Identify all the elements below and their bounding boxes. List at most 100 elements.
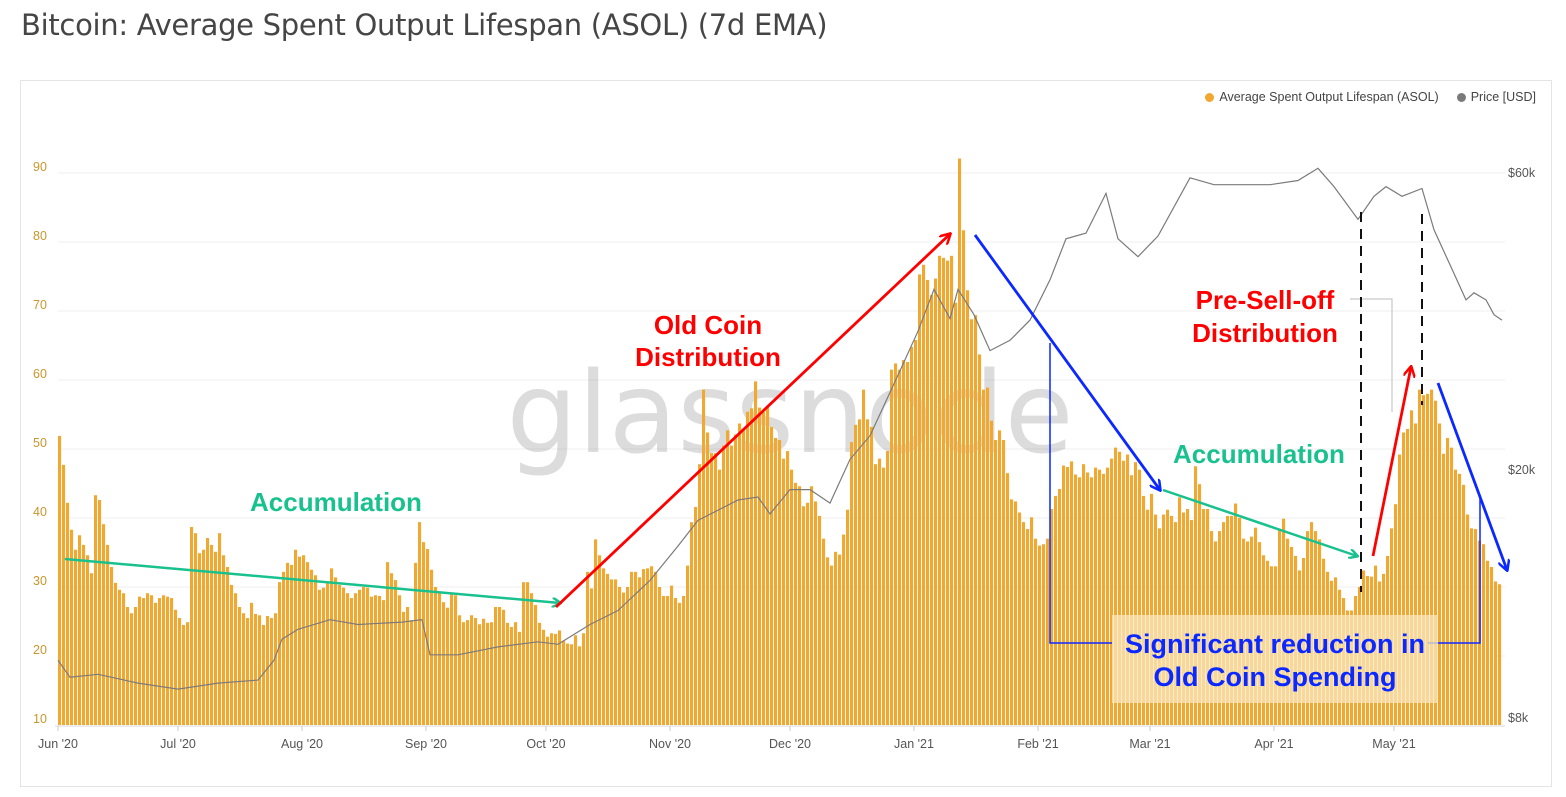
asol-bar (342, 587, 346, 725)
asol-bar (58, 435, 62, 725)
asol-bar (1078, 477, 1082, 725)
legend-item-asol[interactable]: Average Spent Output Lifespan (ASOL) (1205, 90, 1439, 104)
asol-bar (1026, 529, 1030, 725)
asol-bar (262, 624, 266, 725)
x-tick-label: Jun '20 (38, 737, 78, 751)
asol-bar (1150, 493, 1154, 725)
asol-bar (950, 255, 954, 726)
asol-bar (902, 359, 906, 725)
asol-bar (1234, 503, 1238, 725)
legend-item-price[interactable]: Price [USD] (1456, 90, 1536, 104)
asol-bar (606, 573, 610, 725)
asol-bar (402, 611, 406, 725)
asol-bar (650, 566, 654, 725)
asol-bar (90, 573, 94, 725)
asol-bar (562, 640, 566, 725)
y-left-tick-label: 30 (33, 574, 47, 588)
asol-bar (170, 598, 174, 725)
asol-bar (662, 595, 666, 725)
asol-bar (398, 595, 402, 725)
asol-bar (714, 453, 718, 725)
annotation-pre-selloff-1: Pre-Sell-off (1196, 285, 1335, 315)
asol-bar (546, 636, 550, 725)
y-left-tick-label: 40 (33, 505, 47, 519)
asol-bar (822, 538, 826, 725)
asol-bar (798, 486, 802, 725)
asol-bar (1474, 529, 1478, 725)
asol-bar (162, 595, 166, 725)
asol-bar (1418, 389, 1422, 725)
asol-bar (1442, 453, 1446, 725)
asol-bar (106, 544, 110, 725)
asol-bar (270, 618, 274, 725)
asol-bar (1494, 581, 1498, 725)
x-tick-label: Apr '21 (1254, 737, 1293, 751)
asol-bar (198, 553, 202, 725)
asol-bar (78, 535, 82, 725)
asol-bar (490, 622, 494, 725)
asol-bar (994, 440, 998, 725)
legend-label: Average Spent Output Lifespan (ASOL) (1219, 90, 1439, 104)
y-left-tick-label: 60 (33, 367, 47, 381)
asol-bar (322, 587, 326, 725)
asol-bar (1074, 474, 1078, 725)
asol-bar (554, 633, 558, 725)
asol-bar (126, 607, 130, 725)
asol-bar (258, 615, 262, 725)
asol-bar (382, 600, 386, 725)
asol-bar (810, 486, 814, 725)
asol-bar (666, 595, 670, 725)
asol-bar (638, 577, 642, 725)
asol-bar (1470, 528, 1474, 725)
asol-bar (446, 607, 450, 725)
asol-bar (1402, 432, 1406, 725)
asol-bar (94, 495, 98, 725)
asol-bar (1054, 495, 1058, 725)
annotation-old-coin-2: Distribution (635, 342, 781, 372)
asol-bar (954, 302, 958, 725)
asol-bar (1450, 447, 1454, 725)
asol-bar (978, 354, 982, 725)
asol-bar (138, 596, 142, 725)
asol-bar (622, 592, 626, 725)
asol-bar (1454, 469, 1458, 725)
asol-bar (934, 278, 938, 725)
annotation-accumulation-1: Accumulation (250, 487, 422, 517)
asol-bar (458, 615, 462, 725)
asol-bar (730, 445, 734, 725)
asol-bar (690, 522, 694, 725)
asol-bar (678, 602, 682, 725)
asol-bar (210, 544, 214, 725)
asol-bar (766, 406, 770, 725)
asol-bar (630, 571, 634, 725)
asol-bar (722, 445, 726, 725)
asol-bar (726, 430, 730, 725)
asol-bar (1394, 504, 1398, 725)
bracket-right (1428, 497, 1481, 644)
reduction-callout-box (1112, 615, 1438, 703)
asol-bar (150, 595, 154, 725)
asol-bar (1462, 484, 1466, 725)
asol-bar (502, 609, 506, 725)
asol-bar (1482, 544, 1486, 725)
bracket-left (1049, 343, 1112, 644)
asol-bar (214, 551, 218, 725)
asol-bar (614, 579, 618, 725)
asol-bar (1466, 514, 1470, 725)
asol-bar (102, 524, 106, 725)
asol-bar (206, 538, 210, 725)
asol-bar (914, 339, 918, 725)
asol-bar (738, 423, 742, 725)
legend-dot-icon (1456, 93, 1466, 102)
asol-bar (894, 363, 898, 725)
asol-bar (1398, 454, 1402, 725)
asol-bar (1194, 466, 1198, 725)
asol-bar (1058, 489, 1062, 725)
asol-bar (1434, 400, 1438, 725)
annotation-accumulation-2: Accumulation (1173, 439, 1345, 469)
asol-bar (1094, 467, 1098, 725)
asol-bar (862, 389, 866, 725)
asol-bar (610, 579, 614, 725)
asol-bar (370, 596, 374, 725)
asol-bar (898, 369, 902, 725)
